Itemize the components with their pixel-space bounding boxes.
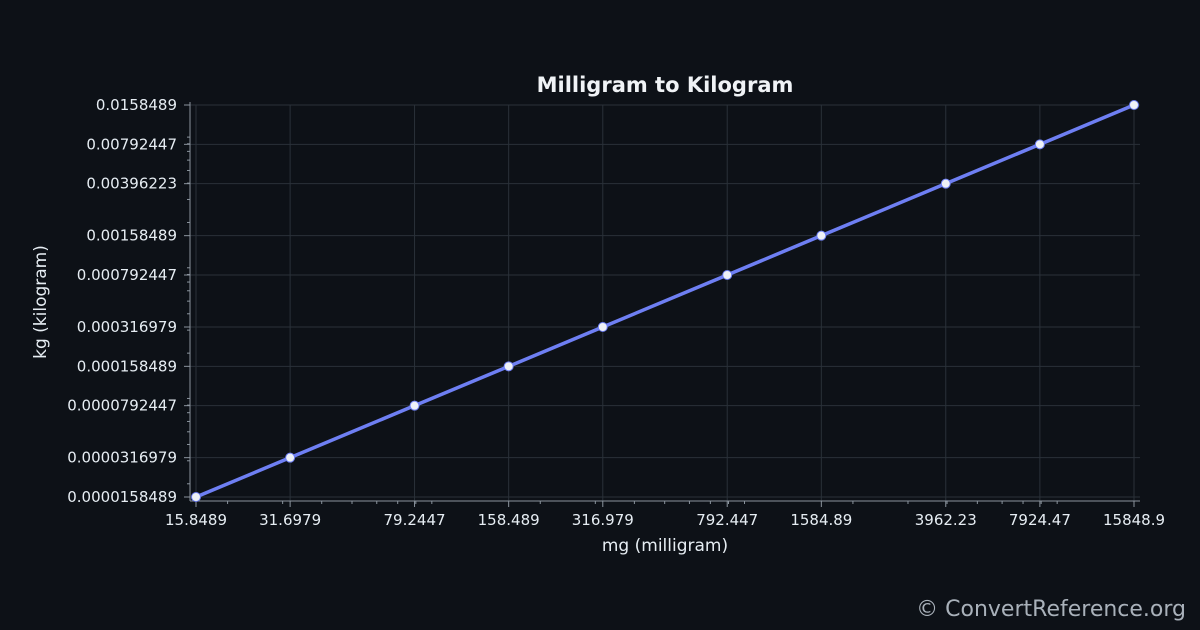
data-point <box>503 361 514 372</box>
x-tick-label: 158.489 <box>478 511 540 529</box>
y-tick-label: 0.00396223 <box>86 175 177 193</box>
data-point <box>191 492 201 502</box>
y-axis-label: kg (kilogram) <box>31 245 51 359</box>
y-tick-label: 0.00792447 <box>86 135 177 153</box>
x-tick-label: 15848.9 <box>1103 511 1165 529</box>
data-point <box>816 230 827 241</box>
y-tick-label: 0.000316979 <box>77 318 177 336</box>
x-tick-label: 3962.23 <box>915 511 977 529</box>
data-point <box>409 400 420 411</box>
y-tick-label: 0.0000792447 <box>67 397 177 415</box>
x-axis-ticks: 15.8489 31.6979 79.2447 158.489 316.979 792.4… <box>165 501 1165 529</box>
grid <box>190 104 1140 501</box>
y-tick-label: 0.0000158489 <box>67 488 177 506</box>
series <box>191 100 1139 502</box>
x-tick-label: 31.6979 <box>259 511 321 529</box>
data-point <box>940 178 951 189</box>
x-tick-label: 316.979 <box>572 511 634 529</box>
x-tick-label: 7924.47 <box>1009 511 1071 529</box>
x-tick-label: 1584.89 <box>790 511 852 529</box>
y-tick-label: 0.000158489 <box>77 357 177 375</box>
x-axis-label: mg (milligram) <box>602 536 728 556</box>
series-line <box>194 103 1136 499</box>
y-tick-label: 0.0000316979 <box>67 449 177 467</box>
chart-title: Milligram to Kilogram <box>537 73 794 97</box>
data-point <box>285 452 296 463</box>
watermark: © ConvertReference.org <box>916 597 1186 622</box>
y-axis-ticks: 0.0000158489 0.0000316979 0.0000792447 0.00… <box>67 96 190 506</box>
x-tick-label: 15.8489 <box>165 511 227 529</box>
data-point <box>722 270 733 281</box>
y-tick-label: 0.0158489 <box>96 96 177 114</box>
data-point <box>1034 139 1045 150</box>
y-tick-label: 0.000792447 <box>77 266 177 284</box>
data-point <box>597 321 608 332</box>
data-point <box>1129 100 1139 110</box>
x-tick-label: 79.2447 <box>384 511 446 529</box>
y-tick-label: 0.00158489 <box>86 227 177 245</box>
x-tick-label: 792.447 <box>696 511 758 529</box>
